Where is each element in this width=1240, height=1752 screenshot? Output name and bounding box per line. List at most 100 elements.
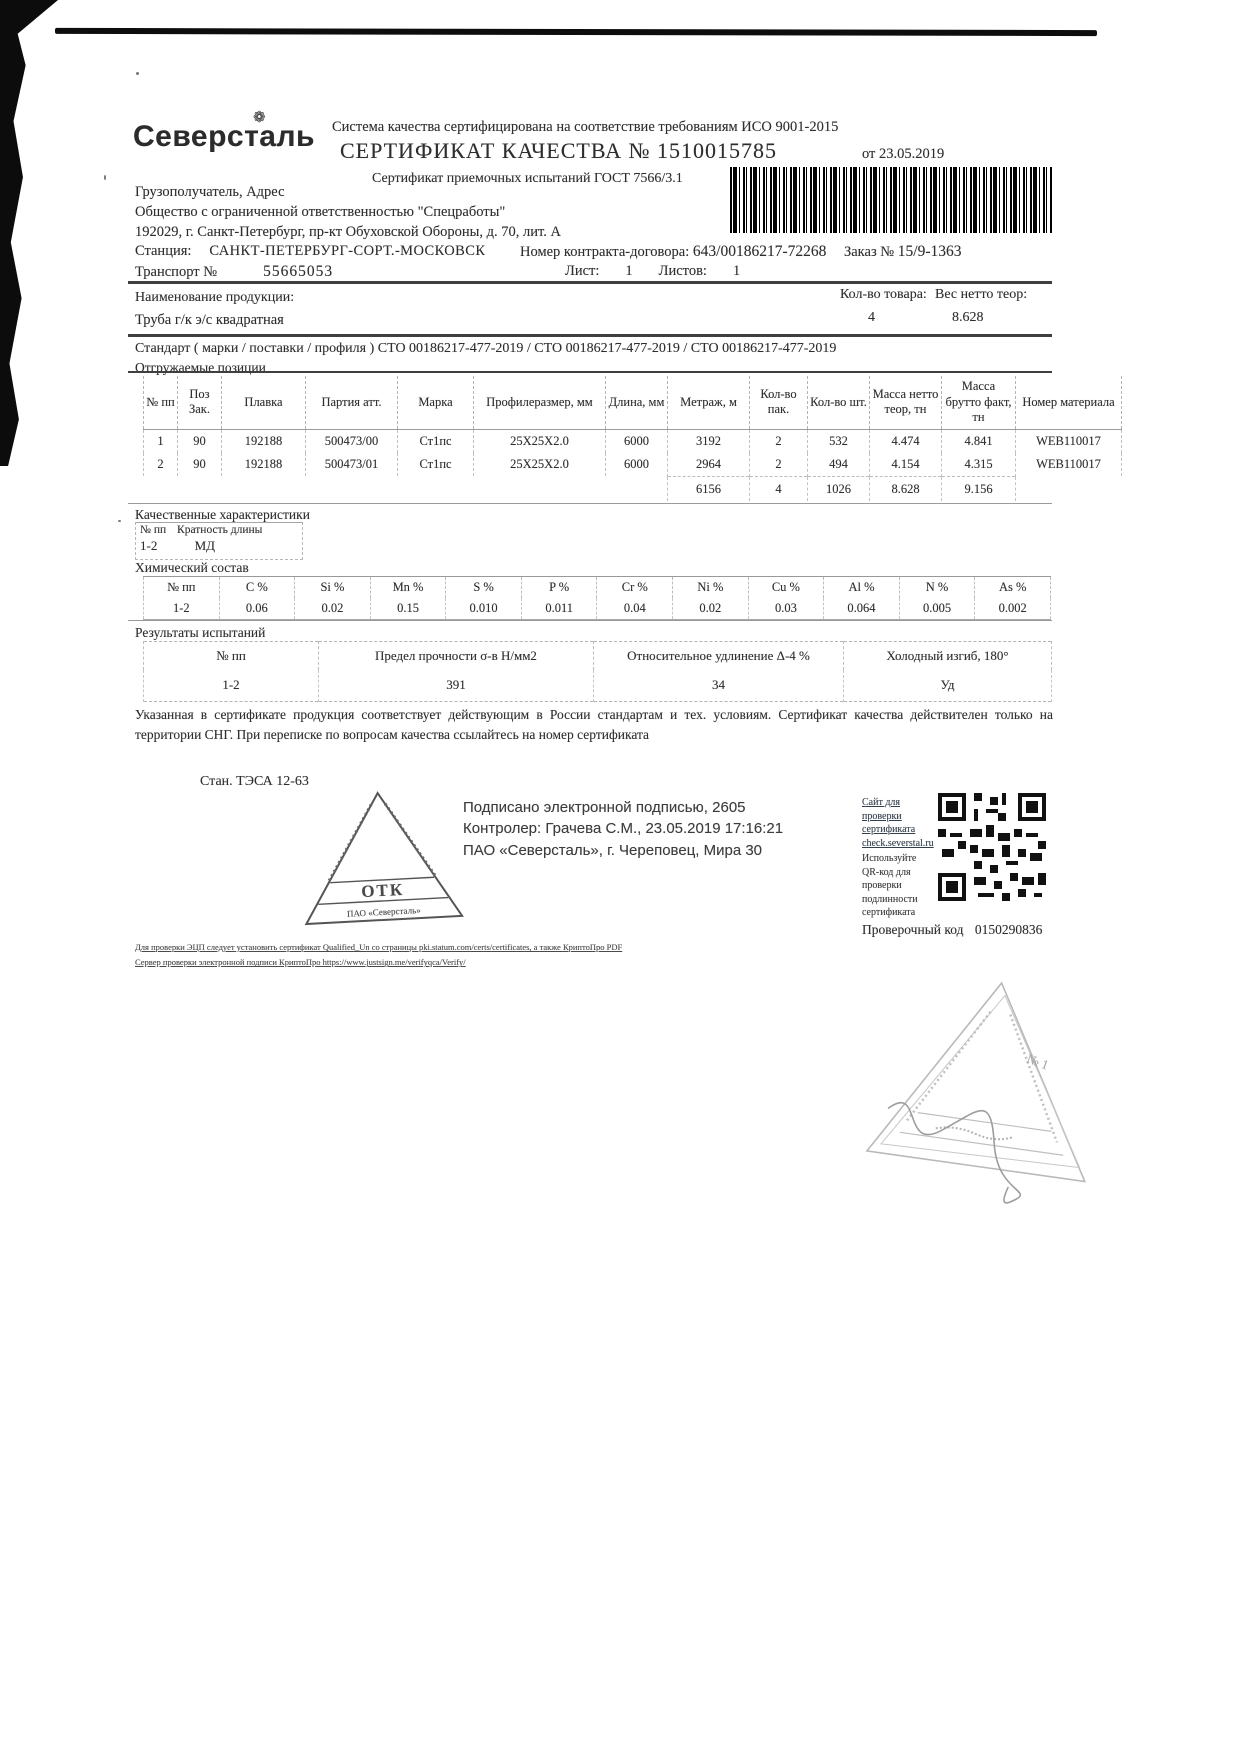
column-header: Холодный изгиб, 180°	[843, 641, 1052, 670]
cell: Ст1пс	[397, 429, 474, 453]
cell: 4.154	[869, 452, 942, 477]
cell: Уд	[843, 670, 1052, 702]
total-brutto: 9.156	[941, 475, 1016, 501]
signature-line-2: Контролер: Грачева С.М., 23.05.2019 17:1…	[463, 820, 784, 838]
column-header: Предел прочности σ-в Н/мм2	[318, 641, 594, 670]
total-pak: 4	[749, 475, 808, 501]
section-divider	[128, 503, 1052, 504]
table-row: 1 90 192188 500473/00 Ст1пс 25Х25Х2.0 60…	[143, 429, 1122, 453]
totals-row: 6156 4 1026 8.628 9.156	[144, 475, 1122, 501]
cell: 2	[143, 452, 178, 477]
column-header: Cr %	[596, 576, 674, 598]
verification-code-value: 0150290836	[974, 922, 1043, 937]
qual-col1-header: № пп	[140, 524, 167, 536]
column-header: Масса брутто факт, тн	[941, 376, 1016, 430]
total-netto: 8.628	[869, 475, 942, 501]
column-header: Метраж, м	[667, 376, 750, 430]
qr-usage-note: Используйте QR-код для проверки подлинно…	[862, 853, 918, 918]
cell: 6000	[605, 452, 668, 477]
column-header: Номер материала	[1015, 376, 1122, 430]
column-header: Профилеразмер, мм	[473, 376, 606, 430]
consignee-address: 192029, г. Санкт-Петербург, пр-кт Обухов…	[135, 224, 561, 240]
qual-col2-header: Кратность длины	[177, 524, 263, 536]
stamp-otk-text: ОТК	[361, 880, 405, 901]
tests-section-label: Результаты испытаний	[135, 625, 266, 640]
positions-table: № пп Поз Зак. Плавка Партия атт. Марка П…	[143, 376, 1122, 501]
scan-speck	[118, 520, 121, 522]
cell: 0.04	[596, 598, 674, 620]
certificate-date: от 23.05.2019	[862, 146, 945, 162]
net-weight-value: 8.628	[952, 310, 984, 325]
column-header: Cu %	[747, 576, 825, 598]
cell: 500473/01	[305, 452, 398, 477]
verification-site-link: Сайт для проверки сертификата check.seve…	[862, 797, 934, 849]
qual-col1-value: 1-2	[140, 538, 158, 553]
column-header: Кол-во шт.	[807, 376, 870, 430]
length-multiplicity-box: № пп Кратность длины 1-2 МД	[135, 522, 303, 560]
cell: 2964	[667, 452, 750, 477]
section-divider	[128, 371, 1052, 373]
chemistry-table: № пп C % Si % Mn % S % P % Cr % Ni % Cu …	[143, 576, 1051, 620]
cell: 192188	[221, 452, 306, 477]
certificate-title: СЕРТИФИКАТ КАЧЕСТВА № 1510015785	[340, 138, 778, 163]
chemistry-section-label: Химический состав	[135, 560, 249, 575]
cell: WEB110017	[1015, 452, 1122, 477]
cell: 0.002	[974, 598, 1051, 620]
stamp-org-text: ПАО «Северсталь»	[347, 905, 421, 919]
severstal-logo: Северсталь	[133, 120, 315, 153]
handwritten-signature	[887, 1101, 1022, 1204]
section-divider	[128, 620, 1052, 621]
total-metrazh: 6156	[667, 475, 750, 501]
column-header: № пп	[143, 641, 319, 670]
product-name-label: Наименование продукции:	[135, 290, 295, 305]
cell: 1	[143, 429, 178, 453]
fine-print: Для проверки ЭЦП следует установить серт…	[135, 940, 622, 971]
column-header: № пп	[143, 376, 178, 430]
chemistry-header-row: № пп C % Si % Mn % S % P % Cr % Ni % Cu …	[143, 576, 1051, 598]
fine-print-line-1: Для проверки ЭЦП следует установить серт…	[135, 942, 623, 952]
cell: 90	[177, 452, 222, 477]
scan-artifact-top-line	[54, 27, 1098, 37]
qr-code	[938, 793, 1046, 901]
order-label: Заказ №	[843, 244, 895, 260]
cell: 532	[807, 429, 870, 453]
column-header: Кол-во пак.	[749, 376, 808, 430]
column-header: C %	[218, 576, 296, 598]
mill-line: Стан. ТЭСА 12-63	[200, 774, 309, 789]
column-header: Mn %	[369, 576, 447, 598]
disclaimer-text: Указанная в сертификате продукция соотве…	[135, 707, 1053, 743]
section-divider	[128, 281, 1052, 284]
column-header: Партия атт.	[305, 376, 398, 430]
scan-artifact-left-blob	[0, 0, 27, 466]
cell: 4.841	[941, 429, 1016, 453]
severstal-emblem-icon: ❁	[253, 110, 266, 126]
cell: 500473/00	[305, 429, 398, 453]
column-header: Марка	[397, 376, 474, 430]
column-header: Ni %	[672, 576, 749, 598]
cell: 4.315	[941, 452, 1016, 477]
cell: 1-2	[143, 670, 319, 702]
sheet-label: Лист:	[565, 263, 600, 279]
column-header: N %	[898, 576, 976, 598]
cell: 2	[749, 429, 808, 453]
column-header: Относительное удлинение Δ-4 %	[593, 641, 844, 670]
quality-section-label: Качественные характеристики	[135, 507, 310, 522]
cell: 0.02	[672, 598, 749, 620]
total-sht: 1026	[807, 475, 870, 501]
signature-block: Подписано электронной подписью, 2605 Кон…	[463, 797, 783, 861]
cell: 0.15	[369, 598, 447, 620]
cell: 0.064	[823, 598, 900, 620]
cell: 25Х25Х2.0	[473, 429, 606, 453]
order-value: 15/9-1363	[897, 243, 962, 260]
column-header: P %	[520, 576, 598, 598]
signature-line-1: Подписано электронной подписью, 2605	[463, 799, 746, 816]
chemistry-value-row: 1-2 0.06 0.02 0.15 0.010 0.011 0.04 0.02…	[143, 598, 1051, 620]
consignee-label: Грузополучатель, Адрес	[135, 184, 285, 200]
signature-line-3: ПАО «Северсталь», г. Череповец, Мира 30	[463, 841, 763, 859]
fine-print-line-2: Сервер проверки электронной подписи Крип…	[135, 957, 466, 968]
cell: 391	[318, 670, 594, 702]
column-header: Al %	[823, 576, 900, 598]
tests-header-row: № пп Предел прочности σ-в Н/мм2 Относите…	[143, 641, 1052, 670]
section-divider	[128, 334, 1052, 337]
